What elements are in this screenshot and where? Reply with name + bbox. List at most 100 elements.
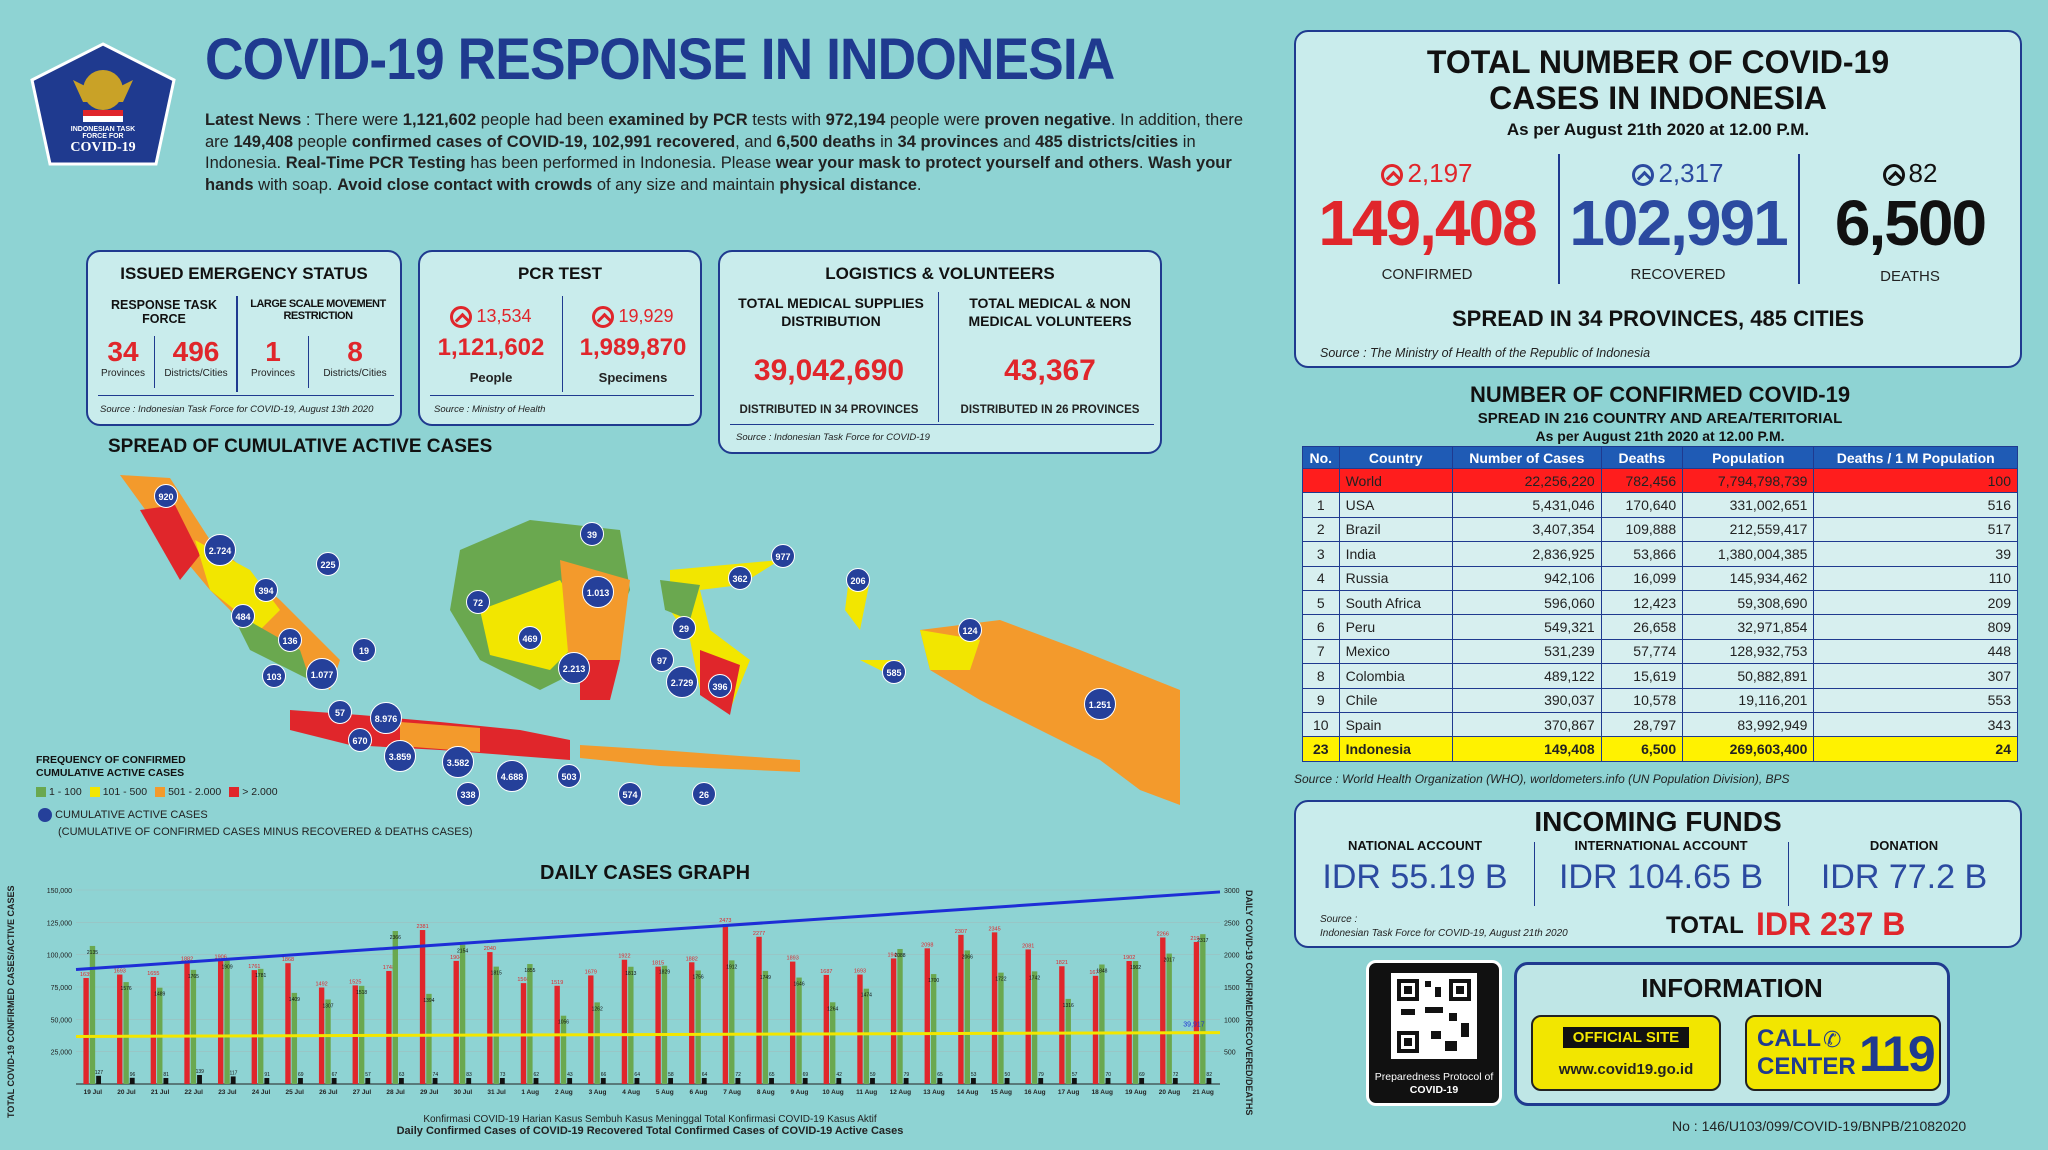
table-cell: Brazil	[1338, 516, 1453, 543]
confirmed-label: 1882	[181, 956, 193, 962]
confirmed-label: 1748	[383, 965, 395, 971]
confirmed-label: 1560	[517, 977, 529, 983]
deaths-label: 64	[634, 1072, 640, 1078]
deaths-label: 91	[264, 1072, 270, 1078]
table-cell: 448	[1813, 638, 2018, 665]
confirmed-bar	[1193, 941, 1200, 1084]
confirmed-label: 1679	[585, 969, 597, 975]
recovered-label: 1912	[726, 964, 737, 970]
active-cases-bubble: 2.213	[558, 652, 590, 684]
recovered-bar	[863, 988, 870, 1084]
table-cell	[1302, 467, 1340, 494]
active-legend: CUMULATIVE ACTIVE CASES	[38, 808, 208, 822]
deaths-bar	[1172, 1078, 1178, 1084]
deaths-bar	[1139, 1078, 1145, 1084]
table-cell: 10	[1302, 711, 1340, 738]
confirmed-label: 1893	[787, 956, 799, 962]
daily-cases-chart: 150,000 3000 125,000 2500 100,000 2000 75,000 1…	[47, 888, 1240, 1096]
category-label: 13 Aug	[923, 1089, 944, 1096]
recovered-label: 1489	[154, 992, 165, 998]
emergency-title: ISSUED EMERGENCY STATUS	[120, 264, 368, 283]
call-center-button[interactable]: CALL CENTER ✆ 119	[1745, 1015, 1941, 1091]
category-label: 20 Jul	[117, 1089, 136, 1096]
table-cell: 149,408	[1451, 736, 1602, 762]
confirmed-label: 1906	[215, 955, 227, 961]
confirmed-bar	[251, 970, 258, 1084]
category-label: 29 Jul	[420, 1089, 439, 1096]
official-site-link[interactable]: OFFICIAL SITE www.covid19.go.id	[1531, 1015, 1721, 1091]
active-cases-bubble: 977	[771, 544, 795, 568]
deaths-label: 96	[130, 1072, 136, 1078]
donation-value: IDR 77.2 B	[1820, 858, 1988, 896]
table-cell: 110	[1813, 565, 2018, 591]
deaths-label: 50	[1005, 1072, 1011, 1078]
confirmed-label: 2381	[416, 924, 428, 930]
active-cases-bubble: 394	[254, 578, 278, 602]
qr-caption: Preparedness Protocol of COVID-19	[1374, 1071, 1494, 1096]
deaths-label: 127	[95, 1070, 104, 1076]
deaths-label: 73	[500, 1072, 506, 1078]
up-arrow-icon	[1632, 164, 1655, 187]
table-cell: 809	[1813, 614, 2018, 640]
total-cases-panel: TOTAL NUMBER OF COVID-19 CASES IN INDONE…	[1294, 30, 2022, 368]
active-cases-line	[75, 1031, 1221, 1038]
category-label: 27 Jul	[353, 1089, 372, 1096]
deaths-label: 66	[601, 1072, 607, 1078]
table-cell: 3,407,354	[1451, 516, 1602, 543]
phone-icon: ✆	[1823, 1027, 1842, 1052]
deaths-label: 64	[702, 1072, 708, 1078]
table-cell: 4	[1302, 565, 1340, 591]
right-tick-label: 1500	[1224, 985, 1240, 992]
map-legend: 1 - 100 101 - 500 501 - 2.000 > 2.000	[36, 786, 278, 798]
category-label: 6 Aug	[690, 1089, 708, 1096]
active-cases-bubble: 2.724	[204, 534, 236, 566]
recovered-bar	[930, 974, 937, 1084]
world-table: No. Country Number of Cases Deaths Populatio…	[1302, 446, 2018, 762]
deaths-increase: 82	[1800, 158, 2020, 189]
column-header: No.	[1302, 446, 1340, 469]
table-cell: 307	[1813, 663, 2018, 689]
active-cases-bubble: 503	[557, 764, 581, 788]
column-header: Deaths	[1600, 446, 1684, 469]
table-cell: Colombia	[1338, 663, 1453, 689]
deaths-label: 58	[668, 1072, 674, 1078]
table-cell: 12,423	[1600, 589, 1684, 616]
confirmed-bar	[386, 970, 392, 1084]
table-row: 3 India 2,836,925 53,866 1,380,004,385 39	[1302, 541, 2018, 567]
confirmed-bar	[1025, 949, 1031, 1084]
table-cell: 15,619	[1600, 663, 1684, 689]
garuda-shield-icon	[30, 42, 176, 166]
confirmed-bar	[722, 924, 729, 1084]
category-label: 24 Jul	[252, 1089, 271, 1096]
recovered-label: 2154	[457, 949, 468, 955]
confirmed-label: 1902	[1123, 955, 1135, 961]
deaths-label: 67	[332, 1072, 338, 1078]
confirmed-bar	[689, 962, 695, 1084]
deaths-bar	[432, 1078, 438, 1084]
recovered-label: 1576	[121, 986, 132, 992]
deaths-bar	[870, 1078, 875, 1084]
column-header: Population	[1682, 446, 1815, 469]
table-cell: 128,932,753	[1682, 638, 1815, 665]
confirmed-bar	[217, 960, 224, 1084]
qr-card[interactable]: Preparedness Protocol of COVID-19	[1366, 960, 1502, 1106]
category-label: 2 Aug	[555, 1089, 573, 1096]
deaths-bar	[197, 1075, 202, 1084]
confirmed-label: 2098	[921, 942, 933, 948]
recovered-bar	[594, 1002, 600, 1084]
emergency-v2: 496	[172, 336, 220, 367]
confirmed-bar	[655, 966, 661, 1084]
deaths-bar	[1206, 1078, 1212, 1084]
active-cases-bubble: 469	[518, 626, 542, 650]
active-cases-bubble: 670	[348, 728, 372, 752]
emergency-v4: 8	[347, 336, 363, 367]
latest-news: Latest News : There were 1,121,602 peopl…	[205, 111, 1244, 194]
table-cell: 8	[1302, 663, 1340, 689]
recovered-bar	[1200, 934, 1206, 1084]
confirmed-label: 1687	[820, 969, 832, 975]
category-label: 16 Aug	[1024, 1089, 1045, 1096]
table-cell: 553	[1813, 687, 2018, 713]
recovered-bar	[1065, 998, 1071, 1084]
deaths-value: 6,500	[1834, 187, 1987, 259]
table-cell: 59,308,690	[1682, 589, 1815, 616]
